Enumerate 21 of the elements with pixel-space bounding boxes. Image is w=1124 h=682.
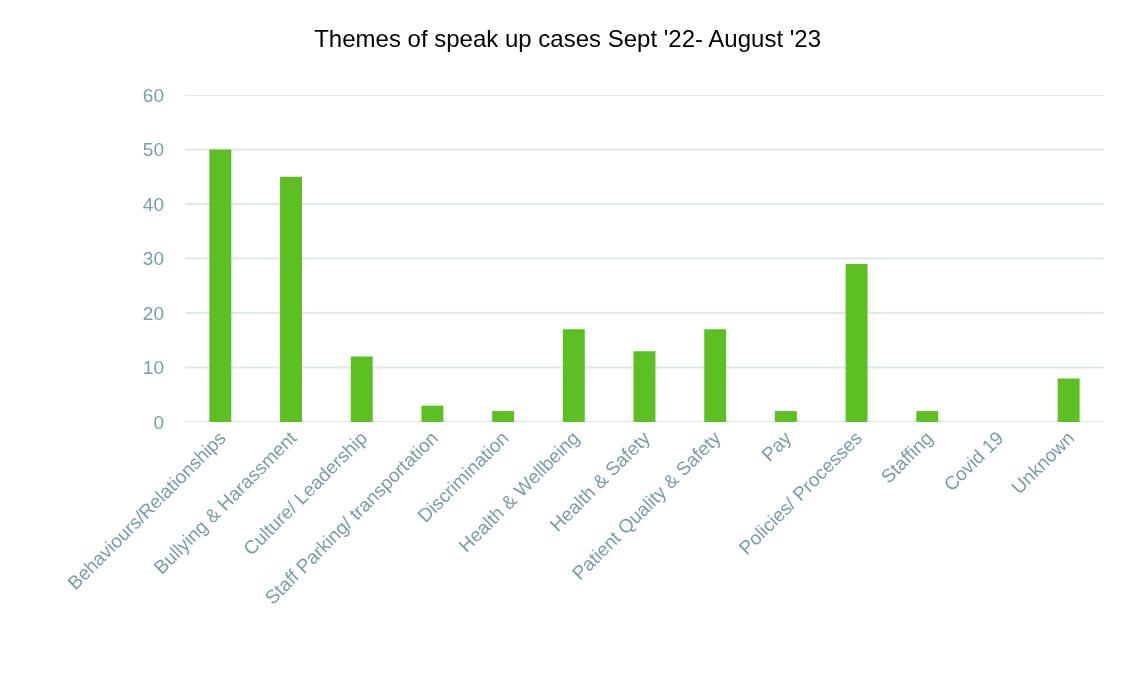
bar: [633, 351, 656, 422]
y-tick-label: 0: [153, 411, 164, 433]
y-tick-label: 60: [142, 84, 164, 106]
bar: [350, 356, 373, 422]
bar: [916, 411, 939, 422]
bar: [845, 263, 868, 422]
bar: [209, 149, 232, 422]
y-tick-label: 20: [142, 302, 164, 324]
bar: [492, 411, 515, 422]
bar: [1057, 378, 1080, 422]
y-tick-label: 50: [142, 139, 164, 161]
bar: [421, 405, 444, 422]
bar: [562, 329, 585, 422]
x-tick-label: Pay: [757, 426, 796, 466]
y-tick-label: 30: [142, 248, 164, 270]
y-tick-label: 40: [142, 193, 164, 215]
bar: [774, 411, 797, 422]
bar: [704, 329, 727, 422]
chart-title: Themes of speak up cases Sept '22- August '23: [314, 25, 822, 53]
bar: [280, 176, 302, 422]
y-tick-label: 10: [142, 357, 164, 379]
